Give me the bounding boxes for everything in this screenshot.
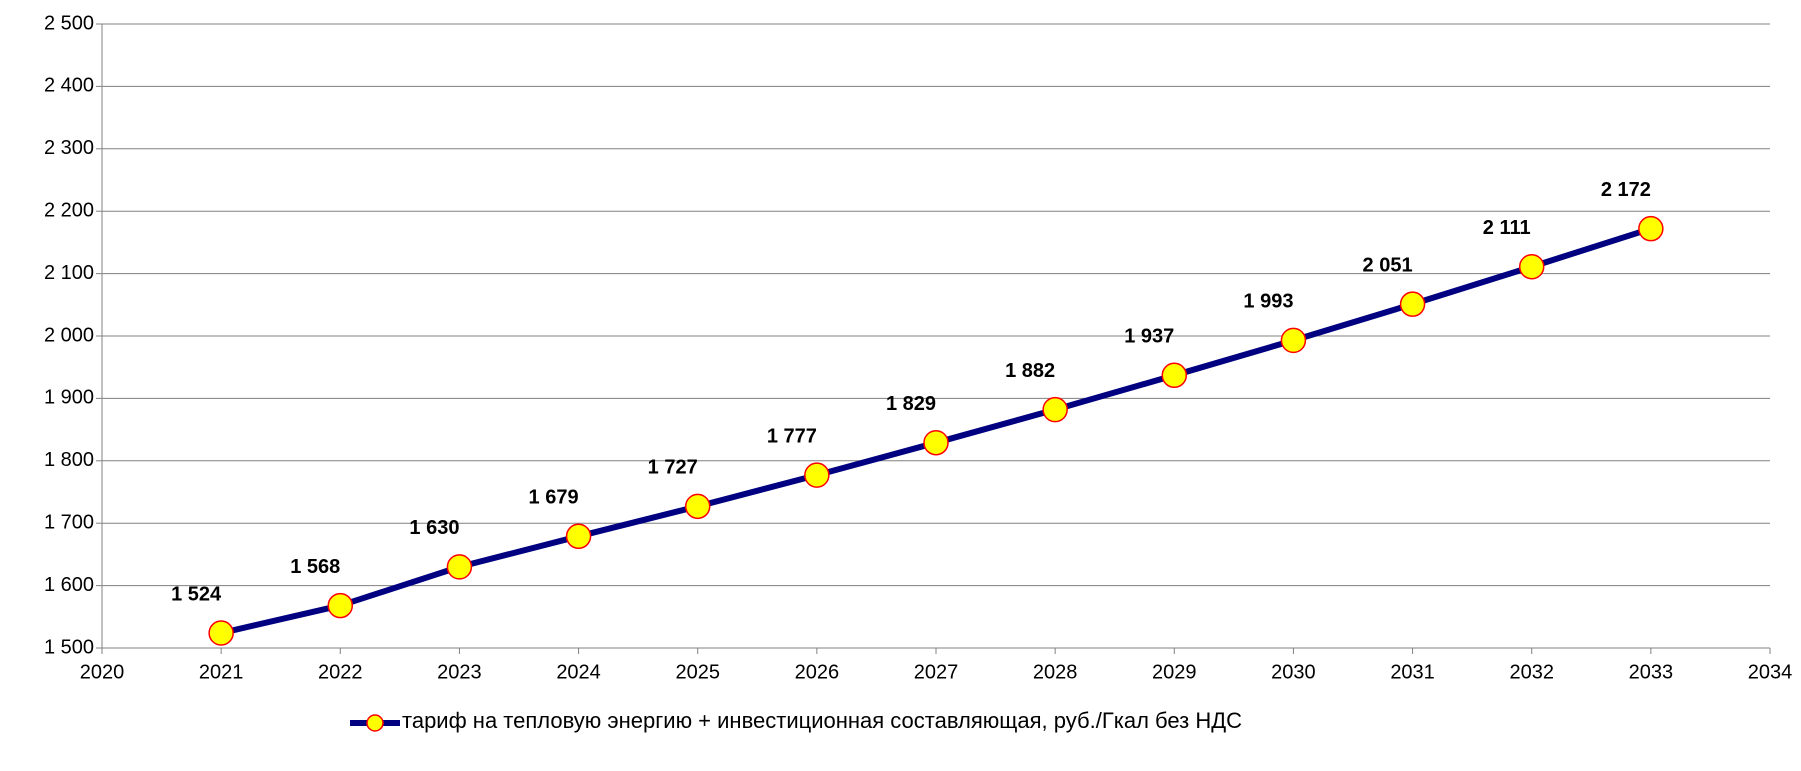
marker	[1638, 215, 1664, 242]
y-tick-label: 1 800	[44, 449, 94, 471]
data-label: 1 568	[290, 556, 340, 578]
y-tick-label: 2 400	[44, 75, 94, 97]
x-tick-label: 2029	[1152, 661, 1197, 683]
x-tick-label: 2020	[80, 661, 125, 683]
y-tick-label: 2 000	[44, 324, 94, 346]
x-tick-label: 2031	[1390, 661, 1435, 683]
y-tick-label: 1 500	[44, 636, 94, 658]
x-tick-label: 2026	[795, 661, 840, 683]
y-tick-label: 1 600	[44, 574, 94, 596]
x-tick-label: 2023	[437, 661, 482, 683]
data-label: 1 679	[529, 487, 579, 509]
data-label: 1 829	[886, 393, 936, 415]
y-tick-label: 1 700	[44, 511, 94, 533]
data-label: 1 524	[171, 583, 222, 605]
marker	[923, 429, 949, 456]
data-label: 1 882	[1005, 360, 1055, 382]
data-label: 1 937	[1124, 326, 1174, 348]
x-tick-label: 2033	[1629, 661, 1674, 683]
marker	[1161, 362, 1188, 389]
legend-label: тариф на тепловую энергию + инвестиционн…	[402, 708, 1243, 733]
marker	[208, 620, 234, 646]
y-tick-label: 2 500	[44, 12, 94, 34]
y-tick-label: 2 100	[44, 262, 94, 284]
marker	[1518, 253, 1545, 280]
y-tick-label: 2 200	[44, 199, 94, 221]
marker	[804, 462, 830, 488]
x-tick-label: 2030	[1271, 661, 1316, 683]
marker	[1399, 291, 1426, 317]
data-label: 2 172	[1601, 179, 1651, 201]
y-tick-label: 1 900	[44, 387, 94, 409]
marker	[446, 554, 473, 580]
data-label: 1 727	[648, 457, 698, 479]
x-tick-label: 2028	[1033, 661, 1078, 683]
marker	[1042, 396, 1068, 423]
marker	[684, 493, 711, 520]
x-tick-label: 2022	[318, 661, 363, 683]
x-tick-label: 2021	[199, 661, 244, 683]
data-label: 1 630	[409, 517, 459, 539]
x-tick-label: 2024	[556, 661, 601, 683]
marker	[327, 592, 354, 619]
x-tick-label: 2032	[1509, 661, 1554, 683]
y-tick-label: 2 300	[44, 137, 94, 159]
data-label: 1 993	[1243, 291, 1293, 313]
data-label: 1 777	[767, 425, 817, 447]
x-tick-label: 2025	[675, 661, 720, 683]
data-label: 2 051	[1363, 254, 1413, 276]
x-tick-label: 2027	[914, 661, 959, 683]
data-label: 2 111	[1483, 217, 1531, 239]
x-tick-label: 2034	[1748, 661, 1793, 683]
marker	[1280, 327, 1307, 354]
legend-marker	[366, 714, 384, 732]
marker	[565, 523, 592, 550]
